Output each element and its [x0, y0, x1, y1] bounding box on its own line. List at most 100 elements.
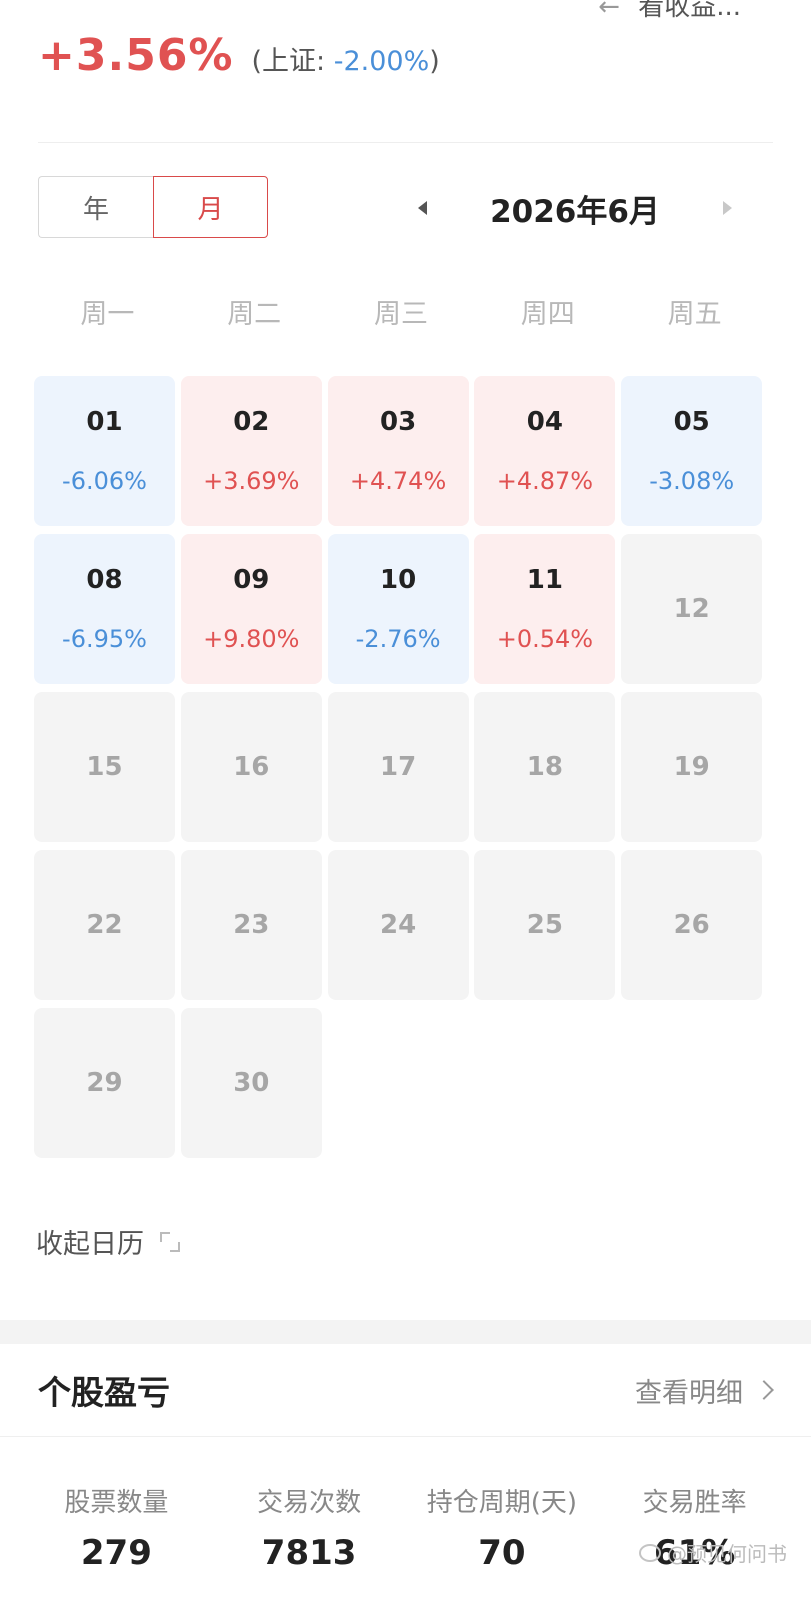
stat-value: 7813: [261, 1533, 357, 1573]
calendar-day-cell[interactable]: 22: [34, 850, 175, 1000]
day-number: 10: [380, 565, 417, 595]
day-number: 05: [673, 407, 710, 437]
day-number: 24: [380, 910, 417, 940]
weekday-label: 周四: [520, 299, 575, 330]
stat-value: 70: [478, 1533, 526, 1573]
calendar-day-cell[interactable]: 04 +4.87%: [474, 376, 616, 526]
calendar-day-cell[interactable]: 18: [474, 692, 616, 842]
month-navigator: 2026年6月: [410, 180, 740, 236]
benchmark-label: (上证:: [251, 46, 326, 77]
weibo-icon: [639, 1543, 661, 1562]
calendar-week-row: 01 -6.06% 02 +3.69% 03 +4.74% 04 +4.87% 05 -3.08%: [34, 376, 768, 534]
calendar-day-cell[interactable]: 02 +3.69%: [180, 376, 322, 526]
day-number: 25: [526, 910, 563, 940]
day-number: 23: [233, 910, 270, 940]
watermark-text: @预见何问书: [667, 1542, 787, 1566]
stock-pnl-header: 个股盈亏 查看明细: [38, 1360, 774, 1420]
day-number: 09: [233, 565, 270, 595]
calendar-week-row: 15 16 17 18 19: [34, 692, 768, 850]
calendar-day-cell[interactable]: 24: [327, 850, 469, 1000]
stats-row: 股票数量 279 交易次数 7813 持仓周期(天) 70 交易胜率 61%: [20, 1482, 791, 1573]
day-number: 15: [86, 752, 123, 782]
stat-item: 交易胜率 61%: [598, 1482, 791, 1573]
benchmark-close: ): [429, 46, 440, 77]
calendar-day-cell[interactable]: 15: [34, 692, 175, 842]
divider: [0, 1436, 811, 1437]
calendar-day-cell[interactable]: 23: [180, 850, 322, 1000]
day-number: 08: [86, 565, 123, 595]
collapse-calendar-button[interactable]: 收起日历: [36, 1222, 182, 1261]
back-arrow-icon: ←: [598, 0, 620, 22]
stat-item: 股票数量 279: [20, 1482, 213, 1573]
calendar-blank-cell: [621, 1008, 762, 1158]
weekday-label: 周三: [373, 299, 428, 330]
calendar-day-cell[interactable]: 25: [474, 850, 616, 1000]
tab-year[interactable]: 年: [38, 176, 153, 238]
stat-label: 交易次数: [257, 1488, 362, 1518]
day-number: 29: [86, 1068, 123, 1098]
stat-label: 交易胜率: [642, 1488, 747, 1518]
calendar-day-cell[interactable]: 05 -3.08%: [621, 376, 763, 526]
day-number: 18: [526, 752, 563, 782]
day-change: +3.69%: [203, 467, 300, 495]
back-link-label: 看收益...: [638, 0, 741, 22]
day-change: -6.95%: [62, 625, 147, 653]
calendar-day-cell[interactable]: 11 +0.54%: [474, 534, 616, 684]
calendar-day-cell[interactable]: 09 +9.80%: [180, 534, 322, 684]
stat-item: 持仓周期(天) 70: [406, 1482, 599, 1573]
day-change: +0.54%: [496, 625, 594, 653]
calendar-day-cell[interactable]: 16: [180, 692, 322, 842]
prev-month-icon[interactable]: [418, 201, 427, 215]
return-percentage: +3.56%: [38, 30, 234, 81]
day-number: 30: [233, 1068, 270, 1098]
day-change: -2.76%: [355, 625, 441, 653]
calendar-day-cell[interactable]: 08 -6.95%: [34, 534, 175, 684]
benchmark-value: -2.00%: [333, 46, 430, 77]
calendar-day-cell[interactable]: 19: [621, 692, 763, 842]
watermark: @预见何问书: [639, 1538, 787, 1567]
chevron-right-icon: [754, 1380, 774, 1400]
calendar-grid: 01 -6.06% 02 +3.69% 03 +4.74% 04 +4.87% 05 -3.08%…: [34, 376, 768, 1166]
back-link[interactable]: ← 看收益...: [598, 0, 741, 23]
day-number: 12: [673, 594, 710, 624]
calendar-day-cell[interactable]: 30: [180, 1008, 322, 1158]
day-change: +4.87%: [496, 467, 594, 495]
calendar-week-row: 29 30: [34, 1008, 768, 1166]
stat-value: 279: [80, 1533, 152, 1573]
weekday-label: 周五: [667, 299, 722, 330]
collapse-icon: [158, 1230, 182, 1254]
day-change: +9.80%: [203, 625, 300, 653]
day-number: 03: [380, 407, 417, 437]
calendar-day-cell[interactable]: 29: [34, 1008, 175, 1158]
stat-label: 持仓周期(天): [426, 1488, 578, 1518]
calendar-blank-cell: [328, 1008, 469, 1158]
next-month-icon[interactable]: [722, 201, 732, 215]
divider: [38, 142, 773, 143]
stat-item: 交易次数 7813: [213, 1482, 406, 1573]
collapse-calendar-label: 收起日历: [36, 1229, 144, 1260]
calendar-day-cell[interactable]: 03 +4.74%: [327, 376, 469, 526]
weekday-label: 周二: [227, 299, 282, 330]
stat-label: 股票数量: [64, 1488, 169, 1518]
day-change: -6.06%: [62, 467, 147, 495]
calendar-week-row: 08 -6.95% 09 +9.80% 10 -2.76% 11 +0.54% 12: [34, 534, 768, 692]
period-toggle: 年 月: [38, 176, 268, 238]
day-number: 11: [526, 565, 563, 595]
calendar-day-cell[interactable]: 10 -2.76%: [327, 534, 469, 684]
view-details-link[interactable]: 查看明细: [635, 1371, 774, 1410]
benchmark-info: (上证: -2.00%): [252, 39, 440, 78]
calendar-day-cell[interactable]: 12: [621, 534, 763, 684]
calendar-week-row: 22 23 24 25 26: [34, 850, 768, 1008]
view-details-label: 查看明细: [635, 1377, 743, 1409]
calendar-blank-cell: [474, 1008, 615, 1158]
calendar-day-cell[interactable]: 26: [621, 850, 763, 1000]
day-number: 01: [86, 407, 123, 437]
calendar-day-cell[interactable]: 01 -6.06%: [34, 376, 175, 526]
current-month: 2026年6月: [490, 193, 660, 230]
day-number: 22: [86, 910, 123, 940]
tab-month[interactable]: 月: [153, 176, 268, 238]
day-number: 16: [233, 752, 270, 782]
weekday-label: 周一: [80, 299, 135, 330]
calendar-day-cell[interactable]: 17: [327, 692, 469, 842]
